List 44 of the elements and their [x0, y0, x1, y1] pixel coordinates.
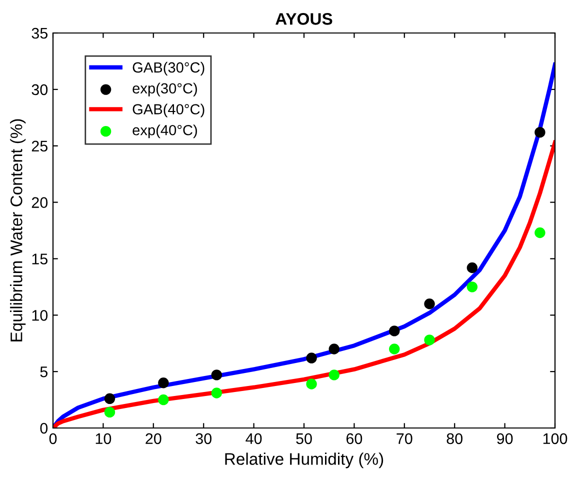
y-tick-label: 30	[32, 84, 48, 96]
x-tick-label: 90	[497, 433, 513, 444]
point	[306, 352, 317, 364]
y-tick-label: 20	[32, 197, 48, 208]
y-tick-label: 35	[32, 28, 48, 39]
x-tick-label: 60	[346, 433, 362, 444]
legend-label: GAB(30°C)	[132, 62, 204, 76]
x-tick-label: 40	[246, 433, 262, 444]
x-tick-label: 100	[543, 433, 568, 444]
point	[104, 393, 116, 404]
point	[424, 298, 435, 310]
point	[424, 334, 435, 346]
chart-title: AYOUS	[276, 13, 332, 25]
point	[328, 344, 340, 354]
x-tick-label: 50	[296, 433, 312, 444]
y-axis-title: Equilibrium Water Content (%)	[10, 119, 26, 342]
x-tick-label: 30	[196, 433, 212, 444]
point	[389, 344, 400, 354]
legend-label: exp(30°C)	[132, 82, 197, 96]
point	[158, 394, 169, 406]
point	[211, 388, 222, 398]
y-tick-label: 0	[40, 422, 48, 434]
x-tick-label: 70	[396, 433, 412, 444]
point	[104, 406, 116, 418]
y-tick-label: 5	[40, 366, 48, 378]
x-tick-label: 0	[49, 433, 57, 444]
legend-label: GAB(40°C)	[132, 104, 204, 118]
legend-label: exp(40°C)	[132, 124, 197, 138]
point	[534, 126, 546, 138]
point	[158, 378, 169, 388]
point	[211, 370, 222, 380]
y-tick-label: 25	[32, 140, 48, 152]
point	[328, 370, 340, 380]
x-tick-label: 80	[446, 433, 462, 444]
x-axis-title: Relative Humidity (%)	[225, 452, 384, 468]
point	[389, 326, 400, 336]
y-tick-label: 15	[32, 254, 48, 264]
point	[306, 378, 317, 390]
point	[534, 227, 546, 238]
x-tick-label: 10	[96, 433, 112, 444]
point	[466, 282, 478, 292]
point	[466, 262, 478, 274]
y-tick-label: 10	[32, 310, 48, 321]
x-tick-label: 20	[146, 433, 162, 444]
